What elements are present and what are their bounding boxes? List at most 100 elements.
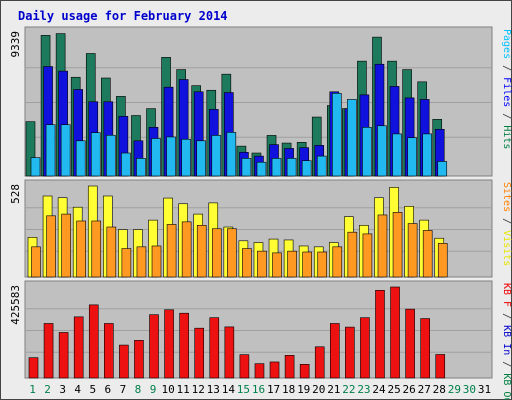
panel-hits-max-label: 9339 xyxy=(9,31,22,58)
bar-hits-pages-24 xyxy=(377,125,387,177)
x-tick-label: 22 xyxy=(342,383,355,396)
bar-kbytes-kbf-26 xyxy=(405,308,415,379)
bar-visits-sites-21 xyxy=(332,246,343,278)
bar-visits-sites-13 xyxy=(211,228,222,278)
panel-hits-legend: Pages / Files / Hits xyxy=(501,29,512,149)
bar-hits-pages-21 xyxy=(331,93,342,177)
x-tick-label: 29 xyxy=(448,383,461,396)
bar-kbytes-kbf-23 xyxy=(360,317,370,379)
bar-hits-pages-25 xyxy=(392,133,402,177)
panel-hits: 9339 Pages / Files / Hits xyxy=(9,26,512,177)
bar-hits-pages-10 xyxy=(166,136,176,177)
panel-hits-legend-0: Pages xyxy=(501,29,512,59)
bar-visits-sites-15 xyxy=(242,248,252,278)
bar-kbytes-kbf-3 xyxy=(58,332,69,379)
bar-hits-pages-15 xyxy=(241,158,252,177)
bar-hits-pages-12 xyxy=(196,140,207,177)
bar-kbytes-kbf-14 xyxy=(224,326,235,379)
panel-kbytes-legend-3: / xyxy=(501,355,512,373)
bar-hits-pages-6 xyxy=(106,134,116,177)
bar-kbytes-kbf-8 xyxy=(134,340,144,379)
bar-kbytes-kbf-20 xyxy=(314,346,325,379)
x-tick-label: 21 xyxy=(327,383,340,396)
panel-kbytes-legend-2: KB In xyxy=(501,325,512,355)
panel-visits-legend-2: Visits xyxy=(501,230,512,266)
bar-visits-sites-3 xyxy=(61,213,71,278)
bar-kbytes-kbf-1 xyxy=(28,357,39,379)
bar-kbytes-kbf-24 xyxy=(375,290,385,379)
bar-hits-pages-28 xyxy=(437,161,448,177)
bar-kbytes-kbf-28 xyxy=(435,354,446,379)
panel-hits-legend-3: / xyxy=(501,107,512,125)
bar-visits-sites-19 xyxy=(302,251,312,278)
chart-title: Daily usage for February 2014 xyxy=(18,9,228,23)
bar-kbytes-kbf-6 xyxy=(104,323,114,379)
x-tick-label: 26 xyxy=(403,383,416,396)
x-tick-label: 24 xyxy=(372,383,386,396)
bar-kbytes-kbf-27 xyxy=(420,318,430,379)
panel-kbytes: 425583 KB F / KB In / KB Out xyxy=(9,280,512,400)
bar-visits-sites-22 xyxy=(347,231,358,278)
x-tick-label: 15 xyxy=(237,383,250,396)
x-tick-label: 10 xyxy=(161,383,174,396)
panel-visits-legend-0: Sites xyxy=(501,182,512,212)
x-tick-label: 17 xyxy=(267,383,280,396)
x-tick-label: 23 xyxy=(357,383,370,396)
bar-visits-sites-8 xyxy=(136,246,147,278)
x-tick-label: 31 xyxy=(478,383,491,396)
panel-kbytes-legend: KB F / KB In / KB Out xyxy=(501,283,512,400)
bar-kbytes-kbf-22 xyxy=(345,326,355,379)
x-tick-label: 5 xyxy=(89,383,96,396)
bar-kbytes-kbf-9 xyxy=(149,314,159,379)
bar-hits-pages-3 xyxy=(60,124,71,177)
bar-hits-pages-11 xyxy=(181,138,191,177)
bar-visits-sites-1 xyxy=(31,246,41,278)
bar-visits-sites-16 xyxy=(257,250,267,278)
bar-visits-sites-6 xyxy=(106,226,117,278)
x-axis-labels: 1 2 3 4 5 6 7 8 9 10 11 12 13 14 15 16 17 18 19 20 21 22 23 24 2… xyxy=(29,383,491,396)
bar-visits-sites-11 xyxy=(181,221,192,278)
panel-kbytes-legend-1: / xyxy=(501,307,512,325)
x-tick-label: 27 xyxy=(418,383,431,396)
panel-hits-legend-2: Files xyxy=(501,77,512,107)
bar-kbytes-kbf-25 xyxy=(390,286,400,379)
bar-hits-hits-1 xyxy=(25,121,36,177)
panel-kbytes-max-label: 425583 xyxy=(9,285,22,325)
bar-kbytes-kbf-13 xyxy=(209,317,220,379)
x-tick-label: 12 xyxy=(192,383,205,396)
bar-hits-pages-9 xyxy=(151,138,161,177)
x-tick-label: 14 xyxy=(222,383,236,396)
bar-visits-sites-10 xyxy=(166,224,177,278)
panel-visits-legend: Sites / Visits xyxy=(501,182,512,266)
x-tick-label: 18 xyxy=(282,383,295,396)
bar-hits-pages-14 xyxy=(226,132,237,177)
panel-hits-legend-1: / xyxy=(501,59,512,77)
bar-kbytes-kbf-4 xyxy=(73,316,84,379)
panel-visits-legend-1: / xyxy=(501,212,512,230)
bar-kbytes-kbf-21 xyxy=(329,323,340,379)
bar-kbytes-kbf-10 xyxy=(164,309,174,379)
bar-kbytes-kbf-16 xyxy=(254,363,265,379)
panel-hits-legend-4: Hits xyxy=(501,125,512,149)
bar-visits-sites-9 xyxy=(151,245,162,278)
bar-hits-pages-19 xyxy=(301,160,312,177)
bar-hits-pages-4 xyxy=(75,140,86,177)
bar-visits-sites-2 xyxy=(46,215,56,278)
bar-visits-sites-27 xyxy=(422,230,433,278)
bar-hits-pages-22 xyxy=(347,99,357,177)
x-tick-label: 7 xyxy=(120,383,127,396)
bar-hits-pages-16 xyxy=(256,161,267,177)
x-tick-label: 16 xyxy=(252,383,265,396)
x-tick-label: 9 xyxy=(150,383,157,396)
bar-hits-pages-18 xyxy=(286,158,297,177)
panel-visits-max-label: 528 xyxy=(9,184,22,204)
bar-visits-sites-26 xyxy=(407,223,418,278)
x-tick-label: 19 xyxy=(297,383,310,396)
x-tick-label: 2 xyxy=(44,383,51,396)
x-tick-label: 8 xyxy=(135,383,142,396)
x-tick-label: 6 xyxy=(105,383,112,396)
bar-visits-sites-20 xyxy=(317,251,328,278)
bar-visits-sites-4 xyxy=(76,220,86,278)
